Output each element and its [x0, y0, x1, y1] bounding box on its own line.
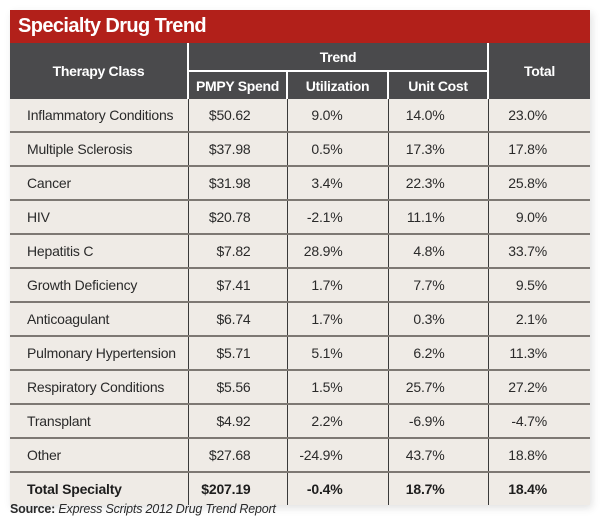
cell-total: 27.2% — [487, 369, 590, 404]
cell-utilization: -2.1% — [286, 199, 388, 234]
cell-pmpy-spend: $37.98 — [187, 131, 287, 166]
cell-unit-cost: -6.9% — [387, 403, 488, 438]
cell-total: 2.1% — [487, 301, 590, 336]
table-row: Pulmonary Hypertension $5.71 5.1% 6.2% 11.3% — [10, 335, 590, 370]
cell-utilization: 28.9% — [286, 233, 388, 268]
cell-total: 25.8% — [487, 165, 590, 200]
table-row: Inflammatory Conditions $50.62 9.0% 14.0% 23… — [10, 99, 590, 132]
cell-unit-cost: 0.3% — [387, 301, 488, 336]
cell-pmpy-spend: $5.71 — [187, 335, 287, 370]
cell-utilization: 2.2% — [286, 403, 388, 438]
cell-pmpy-spend: $50.62 — [187, 99, 287, 132]
table-row: Growth Deficiency $7.41 1.7% 7.7% 9.5% — [10, 267, 590, 302]
table-row: HIV $20.78 -2.1% 11.1% 9.0% — [10, 199, 590, 234]
cell-unit-cost: 6.2% — [387, 335, 488, 370]
header-unit-cost: Unit Cost — [387, 70, 488, 99]
cell-therapy-class: Anticoagulant — [10, 301, 188, 336]
header-total: Total — [487, 43, 590, 99]
cell-utilization: -24.9% — [286, 437, 388, 472]
cell-total: 9.0% — [487, 199, 590, 234]
cell-therapy-class: Growth Deficiency — [10, 267, 188, 302]
cell-unit-cost: 43.7% — [387, 437, 488, 472]
table-header: Therapy Class Trend Total PMPY Spend Uti… — [10, 43, 590, 99]
cell-total: 17.8% — [487, 131, 590, 166]
cell-pmpy-spend: $20.78 — [187, 199, 287, 234]
cell-unit-cost: 25.7% — [387, 369, 488, 404]
cell-pmpy-spend: $207.19 — [187, 471, 287, 505]
total-row: Total Specialty $207.19 -0.4% 18.7% 18.4% — [10, 471, 590, 505]
cell-unit-cost: 18.7% — [387, 471, 488, 505]
table-row: Multiple Sclerosis $37.98 0.5% 17.3% 17.8% — [10, 131, 590, 166]
cell-total: -4.7% — [487, 403, 590, 438]
cell-therapy-class: Transplant — [10, 403, 188, 438]
cell-therapy-class: Inflammatory Conditions — [27, 107, 174, 123]
cell-total: 18.4% — [487, 471, 590, 505]
cell-pmpy-spend: $5.56 — [187, 369, 287, 404]
cell-unit-cost: 7.7% — [387, 267, 488, 302]
cell-utilization: 5.1% — [286, 335, 388, 370]
source-note: Source: Express Scripts 2012 Drug Trend … — [10, 502, 276, 516]
cell-pmpy-spend: $7.41 — [187, 267, 287, 302]
table-row: Respiratory Conditions $5.56 1.5% 25.7% 27.2… — [10, 369, 590, 404]
cell-total: 23.0% — [487, 99, 590, 132]
cell-total: 33.7% — [487, 233, 590, 268]
cell-total: 11.3% — [487, 335, 590, 370]
cell-pmpy-spend: $27.68 — [187, 437, 287, 472]
table-row: Other $27.68 -24.9% 43.7% 18.8% — [10, 437, 590, 472]
cell-therapy-class: Pulmonary Hypertension — [10, 335, 188, 370]
source-label: Source: — [10, 502, 56, 516]
cell-total: 9.5% — [487, 267, 590, 302]
cell-pmpy-spend: $6.74 — [187, 301, 287, 336]
cell-pmpy-spend: $7.82 — [187, 233, 287, 268]
table-row: Transplant $4.92 2.2% -6.9% -4.7% — [10, 403, 590, 438]
table-title: Specialty Drug Trend — [10, 10, 590, 43]
cell-therapy-class: Multiple Sclerosis — [10, 131, 188, 166]
header-utilization: Utilization — [286, 70, 388, 99]
cell-therapy-class: Cancer — [10, 165, 188, 200]
table-body: Inflammatory Conditions $50.62 9.0% 14.0% 23… — [10, 99, 590, 505]
header-pmpy-spend: PMPY Spend — [187, 70, 287, 99]
cell-unit-cost: 17.3% — [387, 131, 488, 166]
table-row: Cancer $31.98 3.4% 22.3% 25.8% — [10, 165, 590, 200]
cell-therapy-class: Total Specialty — [10, 471, 188, 505]
source-text: Express Scripts 2012 Drug Trend Report — [58, 502, 276, 516]
cell-therapy-class: HIV — [10, 199, 188, 234]
cell-unit-cost: 11.1% — [387, 199, 488, 234]
cell-unit-cost: 22.3% — [387, 165, 488, 200]
cell-pmpy-spend: $31.98 — [187, 165, 287, 200]
table-row: Anticoagulant $6.74 1.7% 0.3% 2.1% — [10, 301, 590, 336]
cell-utilization: 9.0% — [286, 99, 388, 132]
cell-unit-cost: 14.0% — [387, 99, 488, 132]
header-trend-group: Trend — [187, 43, 488, 71]
cell-therapy-class: Respiratory Conditions — [10, 369, 188, 404]
cell-utilization: 1.5% — [286, 369, 388, 404]
cell-therapy-class: Hepatitis C — [10, 233, 188, 268]
cell-utilization: -0.4% — [286, 471, 388, 505]
cell-pmpy-spend: $4.92 — [187, 403, 287, 438]
cell-unit-cost: 4.8% — [387, 233, 488, 268]
cell-utilization: 0.5% — [286, 131, 388, 166]
cell-utilization: 1.7% — [286, 301, 388, 336]
cell-total: 18.8% — [487, 437, 590, 472]
cell-therapy-class: Other — [10, 437, 188, 472]
table-row: Hepatitis C $7.82 28.9% 4.8% 33.7% — [10, 233, 590, 268]
cell-utilization: 3.4% — [286, 165, 388, 200]
drug-trend-table: Therapy Class Trend Total PMPY Spend Uti… — [10, 43, 590, 505]
header-therapy-class: Therapy Class — [10, 43, 188, 99]
specialty-drug-trend-table-panel: Specialty Drug Trend Therapy Class Trend… — [10, 10, 590, 505]
cell-utilization: 1.7% — [286, 267, 388, 302]
